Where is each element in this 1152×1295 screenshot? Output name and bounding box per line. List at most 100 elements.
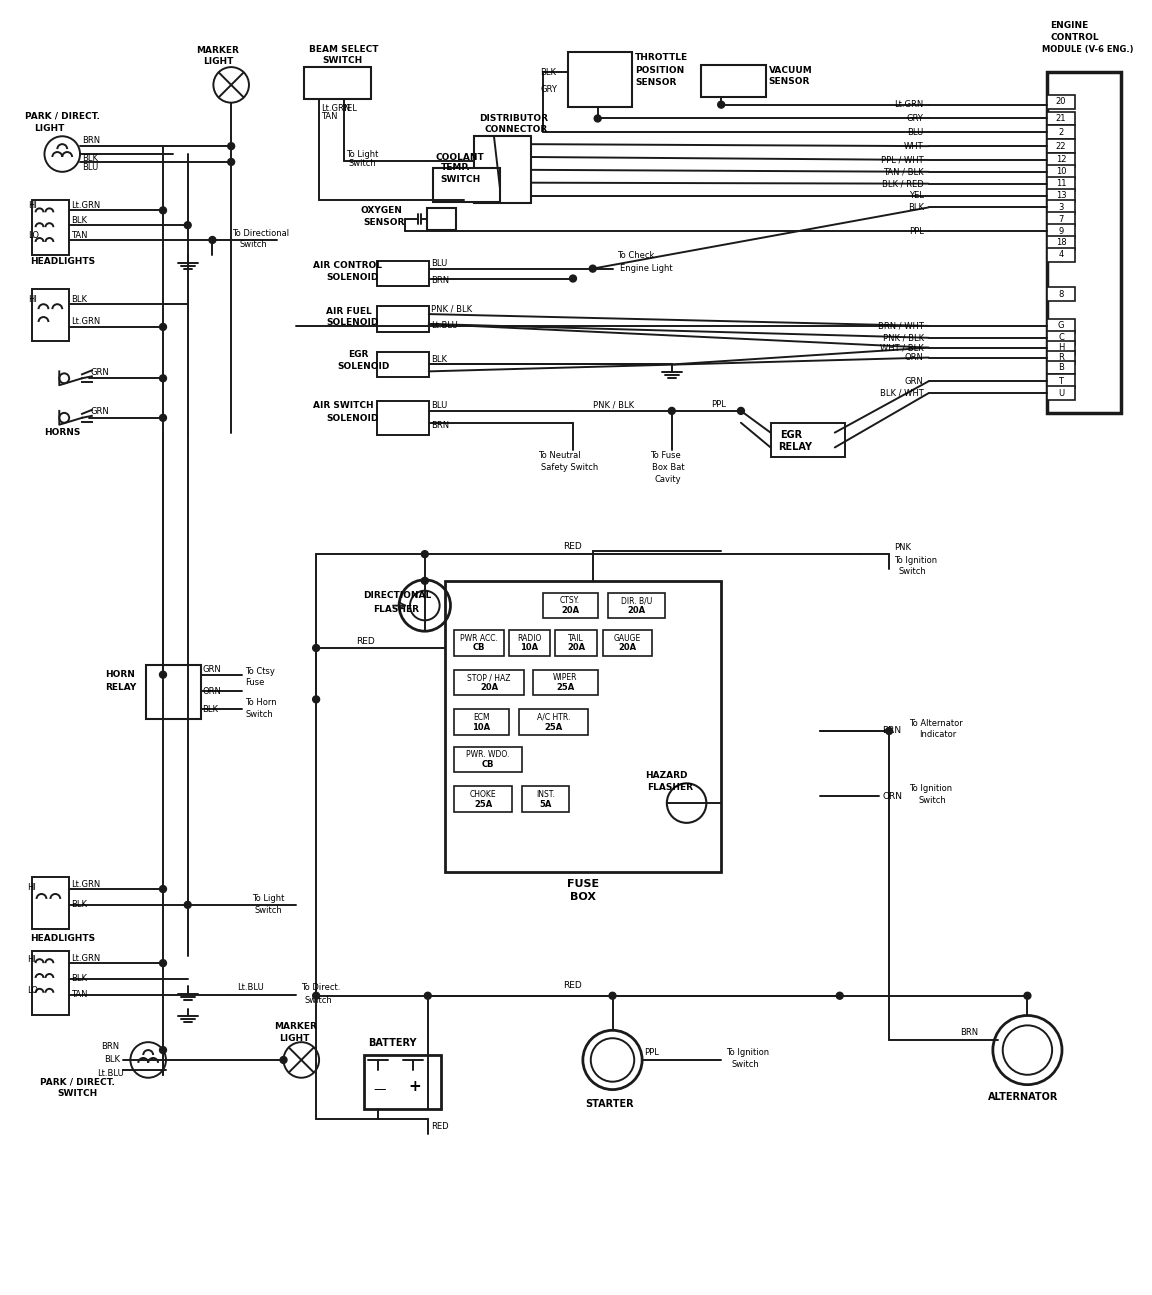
Text: GRY: GRY (907, 114, 924, 123)
Text: GRN: GRN (91, 368, 109, 377)
Bar (1047, 224, 1075, 238)
Text: 25A: 25A (544, 723, 562, 732)
Bar (1047, 386, 1075, 400)
Text: 10A: 10A (521, 644, 539, 653)
Text: 11: 11 (1055, 179, 1067, 188)
Text: To Neutral: To Neutral (538, 451, 581, 460)
Text: Lt.GRN: Lt.GRN (71, 879, 100, 888)
Text: COOLANT: COOLANT (435, 154, 485, 162)
Text: BRN: BRN (82, 136, 100, 145)
Circle shape (159, 886, 166, 892)
Text: 25A: 25A (473, 799, 492, 808)
Text: 18: 18 (1055, 238, 1067, 247)
Text: FUSE: FUSE (567, 879, 599, 890)
Text: Lt.GRN: Lt.GRN (71, 201, 100, 210)
Text: Lt.GRN: Lt.GRN (71, 953, 100, 962)
Text: PWR. WDO.: PWR. WDO. (467, 750, 509, 759)
Text: GRY: GRY (540, 85, 558, 95)
Text: Switch: Switch (240, 241, 267, 250)
Text: STARTER: STARTER (585, 1099, 634, 1110)
Text: EGR: EGR (780, 430, 803, 439)
Text: SENSOR: SENSOR (364, 218, 404, 227)
Text: ORN: ORN (882, 791, 902, 800)
Bar (1047, 176, 1075, 190)
Text: BLK: BLK (104, 1055, 120, 1064)
Text: CTSY.: CTSY. (560, 596, 581, 605)
Text: VACUUM: VACUUM (768, 66, 812, 75)
Bar (1047, 201, 1075, 214)
Circle shape (228, 158, 235, 166)
Text: PNK / BLK: PNK / BLK (593, 400, 634, 409)
Text: MODULE (V-6 ENG.): MODULE (V-6 ENG.) (1043, 45, 1134, 54)
Circle shape (609, 992, 616, 1000)
Text: LO: LO (26, 987, 38, 996)
Circle shape (159, 671, 166, 679)
Text: BLU: BLU (908, 128, 924, 137)
Text: PPL: PPL (711, 400, 726, 409)
Text: ORN: ORN (203, 686, 221, 695)
Bar (31, 201, 69, 255)
Text: BLK: BLK (71, 974, 88, 983)
Text: YEL: YEL (909, 192, 924, 199)
Text: ENGINE: ENGINE (1051, 21, 1089, 30)
Circle shape (590, 265, 597, 272)
Bar (1047, 319, 1075, 333)
Text: B: B (1058, 363, 1064, 372)
Text: 5A: 5A (539, 799, 552, 808)
Text: To Check: To Check (617, 251, 654, 260)
Bar (1047, 95, 1075, 109)
Text: AIR CONTROL: AIR CONTROL (313, 262, 382, 271)
Text: TAN: TAN (71, 991, 88, 1000)
Text: 20A: 20A (619, 644, 636, 653)
Text: 8: 8 (1059, 290, 1063, 299)
Text: RELAY: RELAY (105, 682, 136, 692)
Text: BLK: BLK (431, 355, 447, 364)
Text: BRN: BRN (100, 1041, 119, 1050)
Circle shape (184, 221, 191, 229)
Bar (1047, 287, 1075, 302)
Text: Lt.GRN: Lt.GRN (321, 104, 350, 113)
Text: 3: 3 (1059, 203, 1063, 212)
Text: 12: 12 (1055, 155, 1067, 164)
Text: HAZARD: HAZARD (645, 771, 688, 780)
Text: CHOKE: CHOKE (470, 790, 497, 799)
Bar (518, 710, 588, 736)
Text: GAUGE: GAUGE (614, 633, 641, 642)
Bar (433, 168, 500, 202)
Text: BEAM SELECT: BEAM SELECT (309, 45, 379, 54)
Text: 20A: 20A (561, 606, 579, 615)
Text: OXYGEN: OXYGEN (361, 206, 402, 215)
Bar (522, 786, 569, 812)
Text: 7: 7 (1059, 215, 1063, 224)
Text: Lt.GRN: Lt.GRN (894, 100, 924, 109)
Text: BLK: BLK (203, 704, 219, 714)
Text: Switch: Switch (245, 710, 273, 719)
Text: Lt.GRN: Lt.GRN (71, 317, 100, 326)
Text: Box Bat: Box Bat (652, 462, 684, 471)
Text: Cavity: Cavity (655, 474, 682, 483)
Circle shape (159, 324, 166, 330)
Circle shape (422, 550, 429, 558)
Bar (533, 670, 598, 695)
Circle shape (836, 992, 843, 1000)
Circle shape (159, 960, 166, 966)
Circle shape (159, 414, 166, 421)
Bar (1047, 360, 1075, 374)
Text: 20A: 20A (567, 644, 585, 653)
Bar (1047, 351, 1075, 364)
Bar (31, 952, 69, 1015)
Text: Engine Light: Engine Light (621, 264, 673, 273)
Bar (544, 593, 598, 618)
Text: GRN: GRN (91, 408, 109, 417)
Text: Switch: Switch (304, 996, 332, 1005)
Circle shape (1024, 992, 1031, 1000)
Bar (1047, 374, 1075, 388)
Text: WIPER: WIPER (553, 673, 577, 682)
Text: AIR FUEL: AIR FUEL (326, 307, 372, 316)
Text: WHT: WHT (904, 141, 924, 150)
Circle shape (718, 101, 725, 107)
Bar (426, 208, 456, 231)
Text: TAN: TAN (321, 111, 338, 120)
Bar (1047, 126, 1075, 140)
Text: EGR: EGR (348, 350, 369, 359)
